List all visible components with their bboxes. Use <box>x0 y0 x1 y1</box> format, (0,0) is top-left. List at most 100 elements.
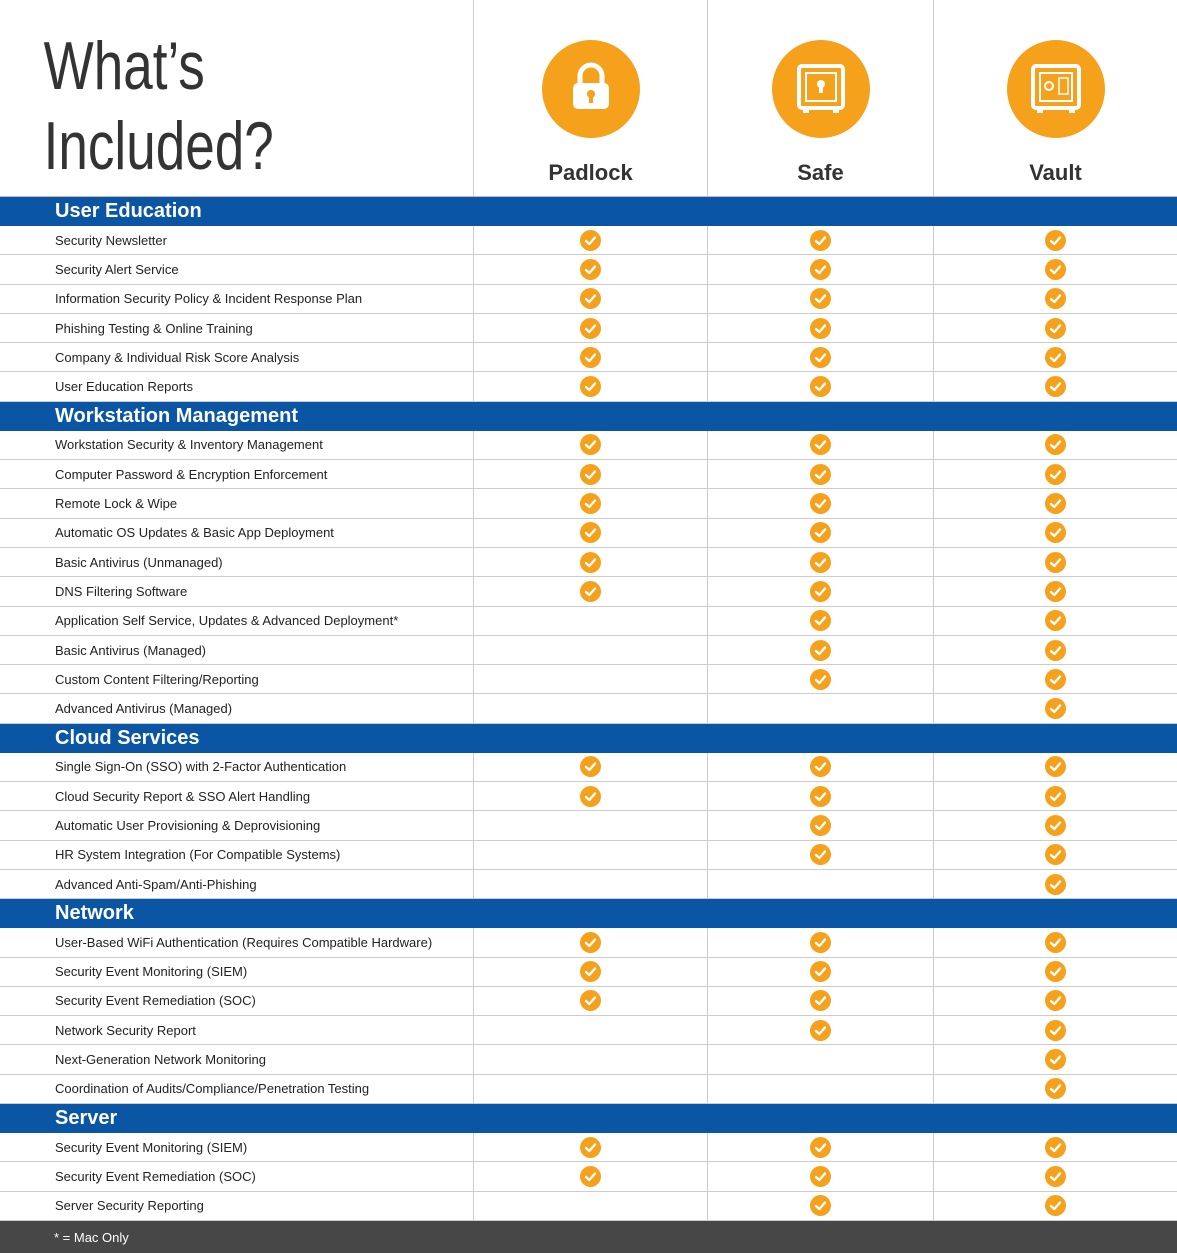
feature-name: Remote Lock & Wipe <box>55 496 178 512</box>
plan-cell <box>473 489 707 518</box>
plan-name: Safe <box>797 160 844 185</box>
plan-cell <box>933 460 1177 489</box>
plan-cell <box>707 372 933 401</box>
check-mark <box>810 463 831 485</box>
vault-icon <box>1006 40 1105 138</box>
plan-cell <box>707 577 933 606</box>
check-mark <box>1045 493 1066 515</box>
check-mark <box>580 376 601 398</box>
check-mark <box>1045 1165 1066 1187</box>
check-mark <box>1045 522 1066 544</box>
check-mark <box>1045 961 1066 983</box>
plan-cell <box>933 665 1177 694</box>
feature-row: Automatic User Provisioning & Deprovisio… <box>0 811 1177 841</box>
check-mark <box>580 346 601 368</box>
plan-cell <box>707 1133 933 1162</box>
feature-row: Workstation Security & Inventory Managem… <box>0 430 1177 461</box>
plan-cell <box>933 840 1177 869</box>
check-mark <box>810 229 831 251</box>
plan-cell <box>707 869 933 899</box>
check-mark <box>1045 229 1066 251</box>
plan-cell <box>707 1074 933 1104</box>
plan-cell <box>933 255 1177 284</box>
check-mark <box>810 990 831 1012</box>
feature-name: User-Based WiFi Authentication (Requires… <box>55 934 433 950</box>
plan-cell <box>707 957 933 986</box>
plan-cell <box>707 752 933 782</box>
feature-name: Computer Password & Encryption Enforceme… <box>55 466 328 482</box>
feature-name: Single Sign-On (SSO) with 2-Factor Authe… <box>55 759 347 775</box>
plan-name: Vault <box>1029 160 1082 185</box>
plan-cell <box>933 928 1177 957</box>
feature-name: Advanced Antivirus (Managed) <box>55 701 233 717</box>
plan-cell <box>933 547 1177 577</box>
plan-cell <box>707 782 933 811</box>
check-mark <box>810 785 831 807</box>
check-mark <box>580 493 601 515</box>
plan-cell <box>933 313 1177 343</box>
plan-header: Vault <box>933 0 1177 196</box>
plan-cell <box>707 547 933 577</box>
check-mark <box>1045 785 1066 807</box>
check-mark <box>810 493 831 515</box>
check-mark <box>810 639 831 661</box>
feature-row: Security Alert Service <box>0 255 1177 285</box>
plan-cell <box>707 226 933 255</box>
plan-cell <box>933 782 1177 811</box>
plan-cell <box>473 547 707 577</box>
plan-cell <box>473 811 707 840</box>
plan-cell <box>933 606 1177 635</box>
check-mark <box>1045 551 1066 573</box>
plan-cell <box>473 343 707 372</box>
feature-name: Server Security Reporting <box>55 1198 204 1214</box>
plan-cell <box>473 635 707 665</box>
check-mark <box>580 258 601 280</box>
plan-cell <box>473 928 707 957</box>
check-mark <box>810 376 831 398</box>
plan-cell <box>933 1191 1177 1220</box>
section-header: Cloud Services <box>0 723 1177 753</box>
plan-cell <box>707 1045 933 1074</box>
plan-cell <box>473 1045 707 1074</box>
table-body: User Education Security Newsletter Securit… <box>0 197 1177 1221</box>
plan-header: Padlock <box>473 0 707 196</box>
plan-cell <box>473 313 707 343</box>
title: What’s Included? <box>0 0 369 186</box>
plan-cell <box>707 343 933 372</box>
check-mark <box>580 931 601 953</box>
feature-name: Application Self Service, Updates & Adva… <box>55 613 399 629</box>
plan-cell <box>933 1045 1177 1074</box>
plan-cell <box>707 255 933 284</box>
section-header: Network <box>0 899 1177 929</box>
check-mark <box>810 580 831 602</box>
check-mark <box>810 844 831 866</box>
plan-cell <box>707 928 933 957</box>
plan-cell <box>933 284 1177 313</box>
check-mark <box>580 990 601 1012</box>
safe-icon <box>771 40 870 138</box>
check-mark <box>810 1165 831 1187</box>
feature-row: Advanced Anti-Spam/Anti-Phishing <box>0 869 1177 900</box>
plan-cell <box>933 1133 1177 1162</box>
plan-cell <box>933 1074 1177 1104</box>
feature-row: Network Security Report <box>0 1016 1177 1046</box>
plan-cell <box>933 957 1177 986</box>
plan-cell <box>473 986 707 1016</box>
plan-cell <box>707 986 933 1016</box>
check-mark <box>810 668 831 690</box>
feature-row: Security Newsletter <box>0 226 1177 256</box>
feature-row: Single Sign-On (SSO) with 2-Factor Authe… <box>0 752 1177 783</box>
section-header: User Education <box>0 197 1177 226</box>
plan-cell <box>933 752 1177 782</box>
plan-cell <box>933 577 1177 606</box>
plan-cell <box>473 255 707 284</box>
check-mark <box>580 522 601 544</box>
check-mark <box>810 756 831 778</box>
plan-cell <box>473 606 707 635</box>
check-mark <box>1045 610 1066 632</box>
plan-cell <box>933 1162 1177 1191</box>
plan-cell <box>473 957 707 986</box>
feature-row: HR System Integration (For Compatible Sy… <box>0 840 1177 870</box>
feature-row: Cloud Security Report & SSO Alert Handli… <box>0 782 1177 812</box>
check-mark <box>810 1019 831 1041</box>
